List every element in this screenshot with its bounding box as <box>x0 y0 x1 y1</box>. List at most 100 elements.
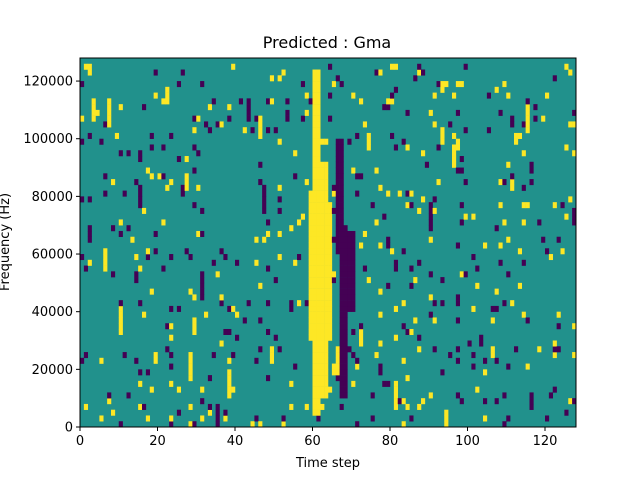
heatmap-cell <box>80 115 85 122</box>
heatmap-cell <box>138 403 143 410</box>
heatmap-cell <box>308 282 313 289</box>
heatmap-cell <box>572 207 577 214</box>
heatmap-cell <box>347 259 352 266</box>
heatmap-cell <box>432 121 437 128</box>
heatmap-cell <box>331 277 337 284</box>
heatmap-cell <box>393 305 399 312</box>
heatmap-cell <box>506 271 511 278</box>
heatmap-cell <box>320 207 325 214</box>
heatmap-cell <box>436 144 441 151</box>
heatmap-cell <box>331 190 337 197</box>
heatmap-cell <box>455 392 461 399</box>
heatmap-cell <box>180 69 185 76</box>
heatmap-cell <box>227 386 232 393</box>
heatmap-cell <box>312 259 317 266</box>
heatmap-cell <box>262 184 267 191</box>
heatmap-cell <box>149 144 154 151</box>
heatmap-cell <box>269 98 275 105</box>
heatmap-cell <box>339 184 344 191</box>
heatmap-cell <box>196 184 201 191</box>
heatmap-cell <box>312 375 317 382</box>
heatmap-cell <box>428 271 433 278</box>
heatmap-cell <box>207 104 213 111</box>
heatmap-cell <box>258 421 263 428</box>
heatmap-cell <box>316 190 321 197</box>
heatmap-cell <box>525 109 530 116</box>
heatmap-cell <box>192 202 197 209</box>
heatmap-cell <box>328 305 333 312</box>
heatmap-cell <box>572 109 577 116</box>
heatmap-cell <box>498 109 503 116</box>
heatmap-cell <box>324 300 329 307</box>
heatmap-cell <box>455 138 461 145</box>
heatmap-cell <box>87 132 92 139</box>
heatmap-cell <box>219 121 224 128</box>
heatmap-cell <box>169 421 174 428</box>
heatmap-cell <box>192 294 197 301</box>
heatmap-cell <box>335 375 340 382</box>
heatmap-cell <box>262 196 267 203</box>
heatmap-cell <box>316 127 321 134</box>
heatmap-cell <box>165 86 170 93</box>
heatmap-cell <box>432 207 437 214</box>
heatmap-cell <box>335 242 340 249</box>
heatmap-cell <box>297 300 302 307</box>
heatmap-cell <box>312 219 317 226</box>
heatmap-cell <box>320 282 325 289</box>
heatmap-cell <box>308 305 313 312</box>
heatmap-cell <box>386 282 391 289</box>
heatmap-cell <box>483 415 488 422</box>
heatmap-cell <box>103 121 108 128</box>
heatmap-cell <box>258 132 263 139</box>
heatmap-cell <box>556 346 561 353</box>
heatmap-cell <box>378 340 383 347</box>
heatmap-cell <box>378 363 383 370</box>
heatmap-cell <box>266 300 271 307</box>
heatmap-cell <box>324 225 329 232</box>
heatmap-cell <box>324 265 329 272</box>
heatmap-cell <box>328 386 333 393</box>
heatmap-cell <box>324 138 329 145</box>
heatmap-cell <box>374 219 379 226</box>
heatmap-cell <box>572 121 577 128</box>
heatmap-cell <box>316 334 321 341</box>
heatmap-cell <box>339 248 344 255</box>
heatmap-cell <box>324 340 329 347</box>
heatmap-cell <box>134 277 139 284</box>
heatmap-cell <box>428 109 433 116</box>
heatmap-cell <box>316 300 321 307</box>
heatmap-cell <box>510 173 515 180</box>
heatmap-cell <box>545 92 550 99</box>
heatmap-cell <box>351 328 356 335</box>
heatmap-cell <box>335 236 340 243</box>
heatmap-cell <box>328 207 333 214</box>
heatmap-cell <box>320 357 325 364</box>
heatmap-cell <box>455 167 461 174</box>
heatmap-cell <box>498 179 503 186</box>
heatmap-cell <box>316 156 321 163</box>
heatmap-cell <box>312 225 317 232</box>
heatmap-cell <box>316 184 321 191</box>
heatmap-cell <box>277 138 282 145</box>
heatmap-cell <box>502 81 507 88</box>
heatmap-cell <box>316 167 321 174</box>
heatmap-cell <box>316 161 321 168</box>
y-tick-label: 60000 <box>32 248 73 263</box>
heatmap-cell <box>254 236 259 243</box>
heatmap-cell <box>227 369 232 376</box>
heatmap-cell <box>312 202 317 209</box>
heatmap-cell <box>242 127 247 134</box>
heatmap-cell <box>134 271 139 278</box>
heatmap-cell <box>339 380 344 387</box>
heatmap-cell <box>355 190 360 197</box>
heatmap-cell <box>459 167 464 174</box>
heatmap-cell <box>258 282 263 289</box>
heatmap-cell <box>304 92 309 99</box>
heatmap-cell <box>455 357 461 364</box>
heatmap-cell <box>118 317 123 324</box>
heatmap-cell <box>126 225 131 232</box>
heatmap-cell <box>572 352 577 359</box>
heatmap-cell <box>343 277 348 284</box>
heatmap-cell <box>335 150 340 157</box>
